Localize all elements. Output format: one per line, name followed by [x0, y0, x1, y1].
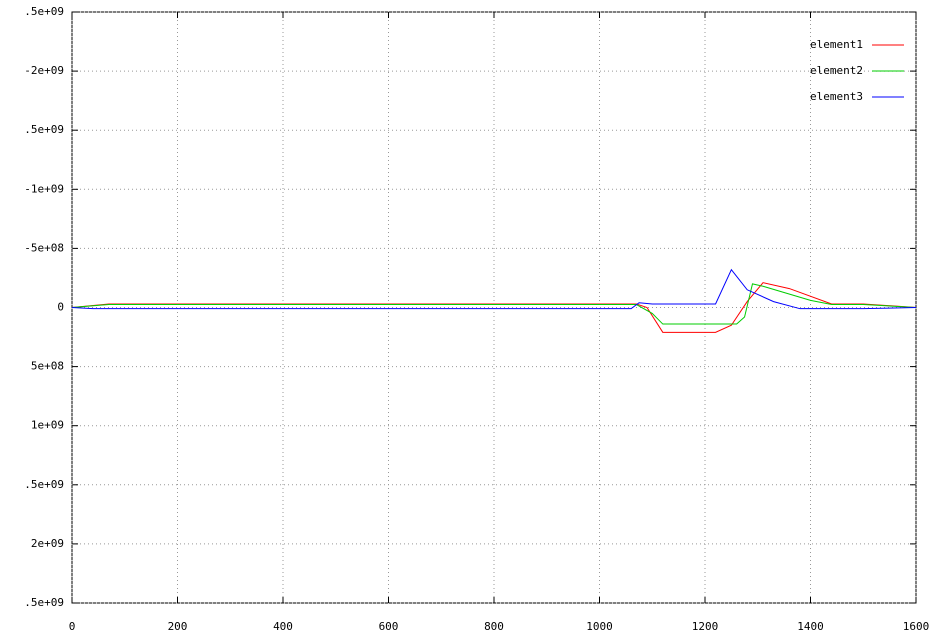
- y-tick-label: 0: [57, 301, 64, 314]
- x-tick-label: 200: [168, 620, 188, 633]
- legend-label: element3: [810, 90, 863, 103]
- y-tick-label: 2e+09: [31, 537, 64, 550]
- x-tick-label: 1200: [692, 620, 719, 633]
- y-tick-label: .5e+09: [24, 123, 64, 136]
- y-tick-label: .5e+09: [24, 596, 64, 609]
- y-tick-label: -2e+09: [24, 64, 64, 77]
- series-line: [71, 282, 917, 333]
- x-tick-label: 1400: [797, 620, 824, 633]
- x-tick-label: 800: [484, 620, 504, 633]
- y-tick-label: .5e+09: [24, 478, 64, 491]
- y-tick-label: -5e+08: [24, 241, 64, 254]
- legend-label: element1: [810, 38, 863, 51]
- x-tick-label: 1000: [586, 620, 613, 633]
- series-line: [71, 268, 917, 310]
- y-tick-label: 5e+08: [31, 360, 64, 373]
- y-tick-label: .5e+09: [24, 5, 64, 18]
- y-tick-label: 1e+09: [31, 419, 64, 432]
- x-tick-label: 400: [273, 620, 293, 633]
- y-tick-label: -1e+09: [24, 182, 64, 195]
- x-tick-label: 0: [69, 620, 76, 633]
- x-tick-label: 600: [379, 620, 399, 633]
- x-tick-label: 1600: [903, 620, 930, 633]
- legend-label: element2: [810, 64, 863, 77]
